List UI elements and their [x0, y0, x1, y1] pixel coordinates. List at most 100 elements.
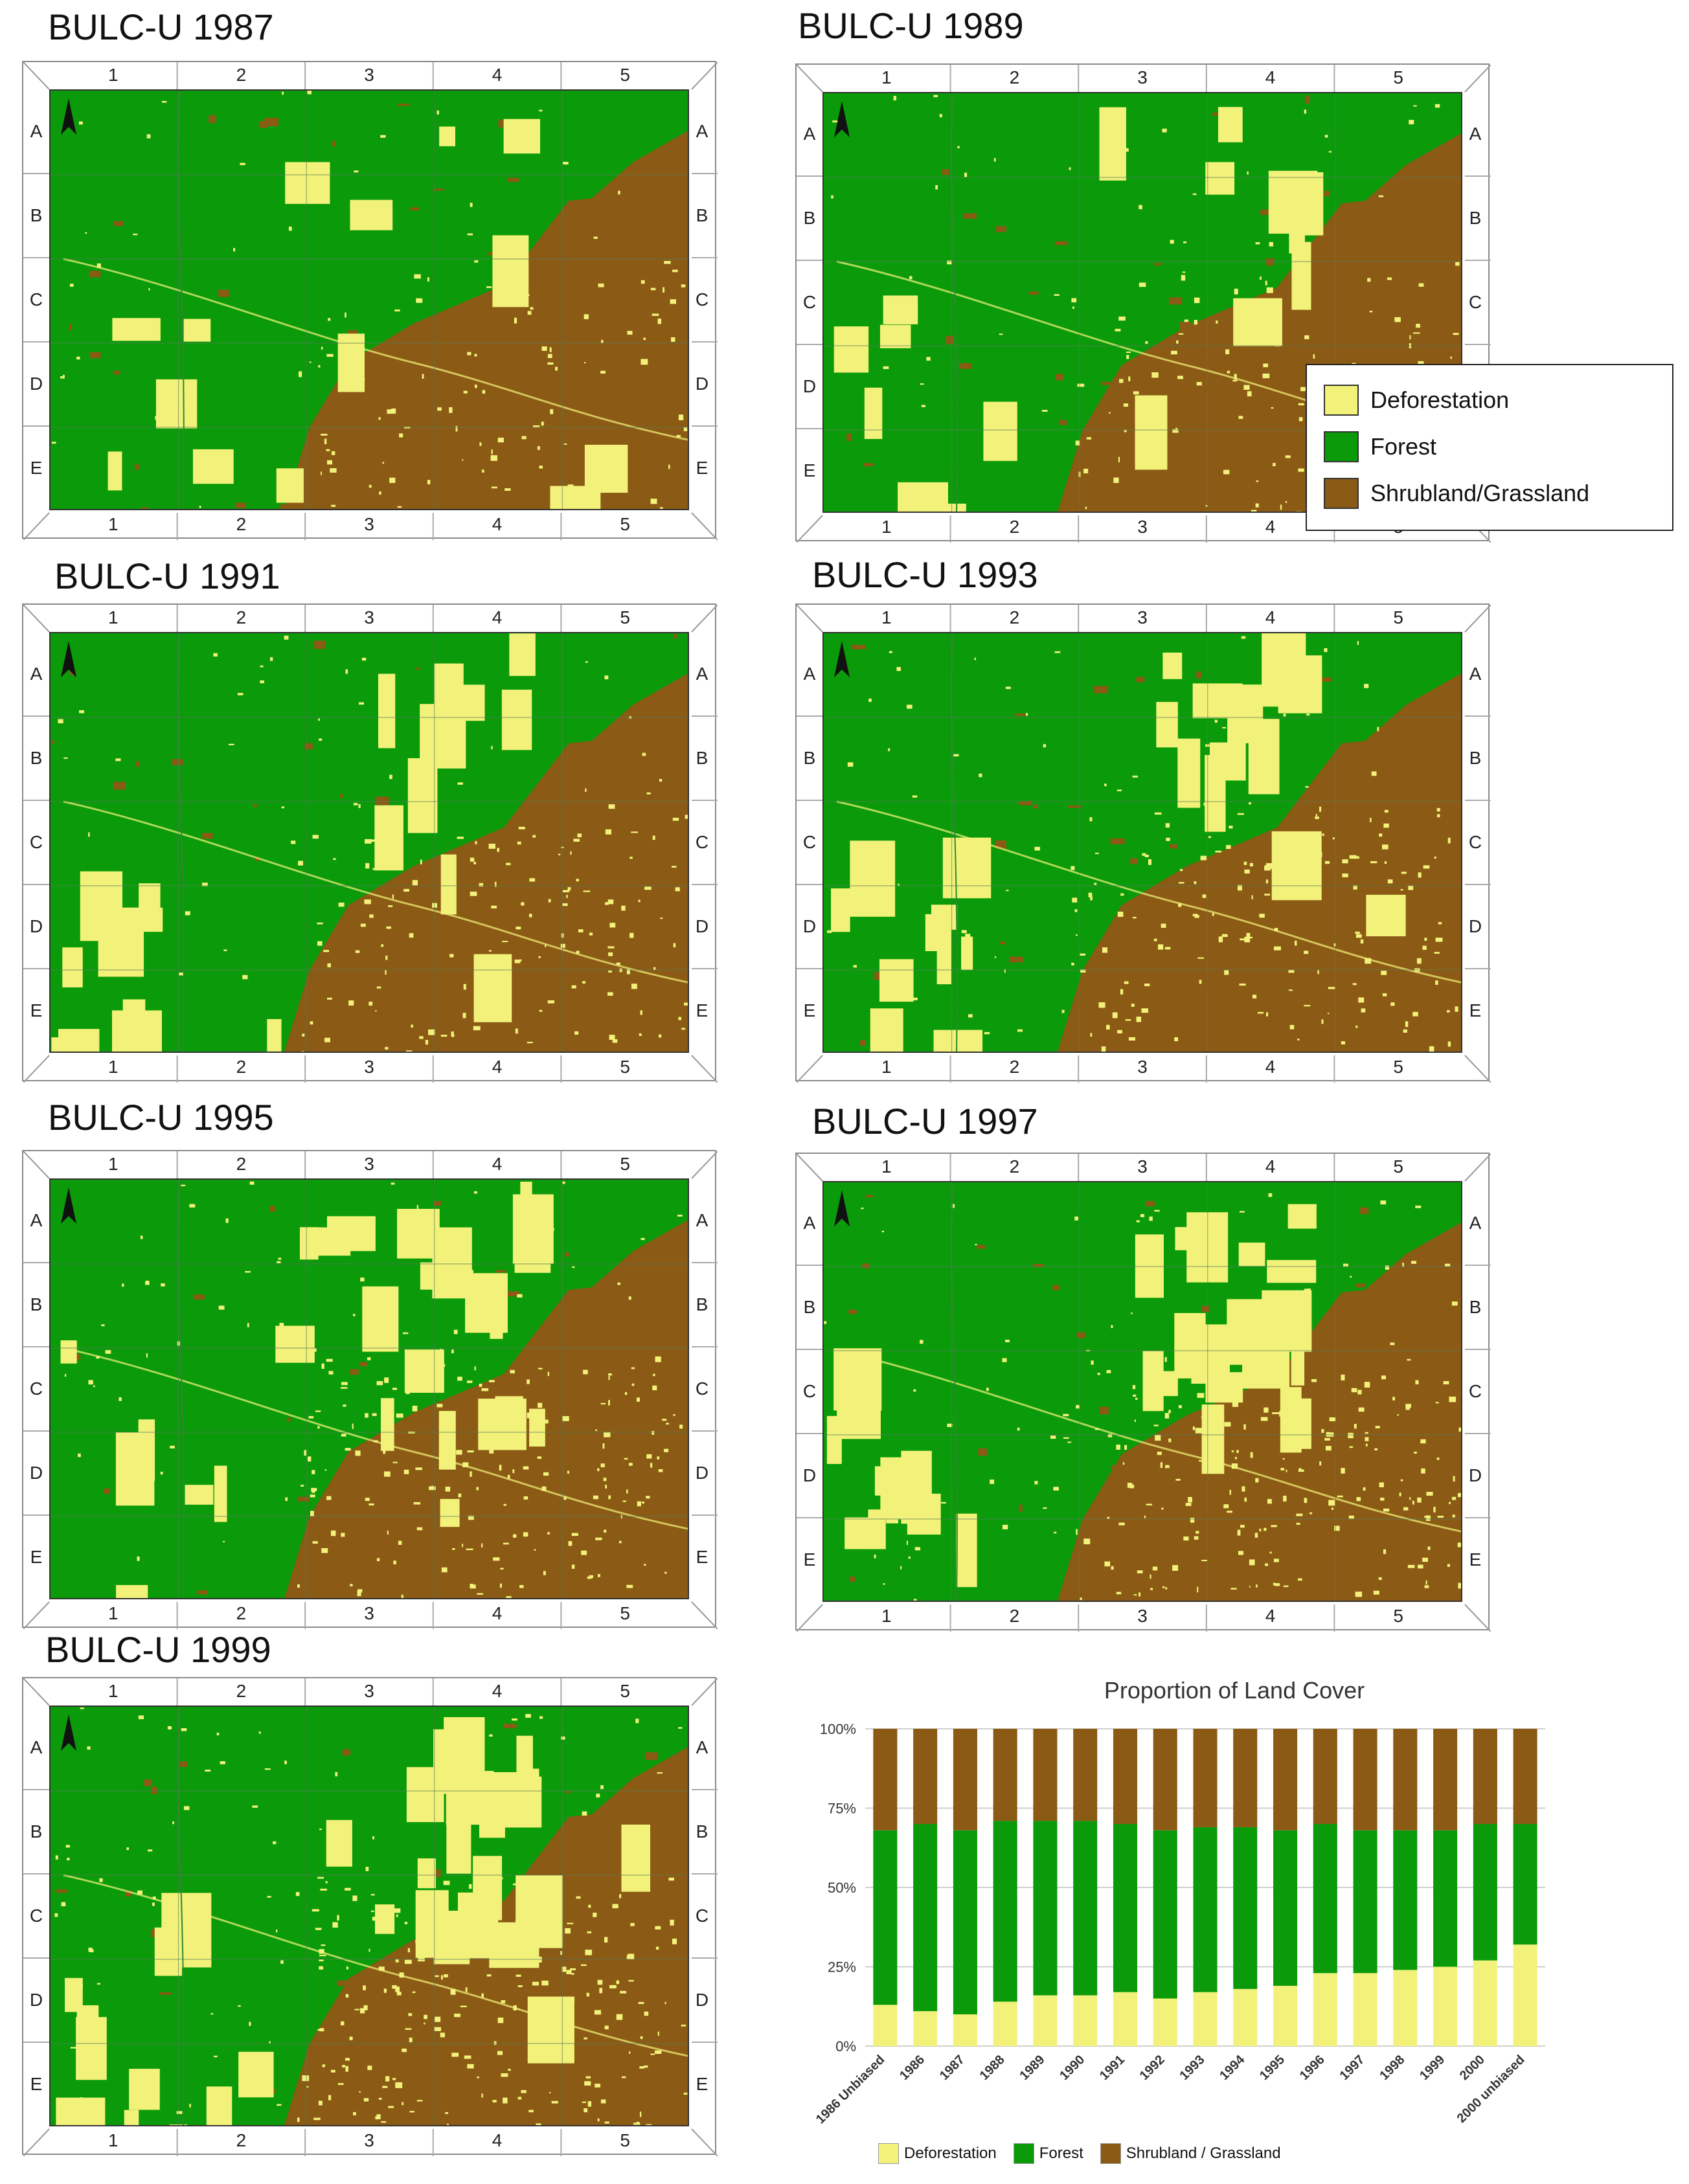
grid-column-label-top: 1 — [881, 1156, 892, 1176]
grid-row-label-right: B — [696, 1294, 708, 1314]
grid-row-label-left: D — [802, 1465, 817, 1485]
grid-column-label-bottom: 5 — [620, 1057, 630, 1077]
grid-row-label-right: A — [1469, 664, 1482, 684]
grid-row-label-right: D — [1468, 916, 1482, 936]
grid-row-label-right: B — [1469, 208, 1482, 228]
chart-bar-forest — [1113, 1824, 1137, 1992]
grid-row-label-left: B — [30, 205, 43, 225]
chart-x-tick-label: 2000 — [1457, 2053, 1488, 2083]
chart-bar-deforestation — [1393, 1970, 1418, 2046]
chart-bar-shrubland — [953, 1729, 977, 1830]
grid-row-label-right: C — [1468, 832, 1482, 852]
map-panel-1993: 1 1 2 2 3 3 4 4 5 5 A A B B C C D D E E — [795, 603, 1491, 1083]
panel-title-1997: BULC-U 1997 — [812, 1101, 1038, 1142]
chart-bar-shrubland — [913, 1729, 938, 1824]
grid-row-label-right: D — [695, 374, 709, 394]
land-cover-map — [822, 92, 1462, 513]
grid-row-label-right: B — [696, 748, 708, 768]
grid-column-label-bottom: 1 — [108, 1057, 119, 1077]
chart-svg: 0% 25% 50% 75% 100% 1986 Unbiased 1986 1987 1988… — [813, 1721, 1545, 2127]
grid-row-label-left: B — [30, 1821, 43, 1841]
grid-row-label-left: A — [803, 1213, 816, 1233]
chart-bar-deforestation — [1073, 1995, 1098, 2046]
grid-column-label-bottom: 4 — [1265, 517, 1276, 537]
chart-bar-shrubland — [1393, 1729, 1418, 1830]
grid-column-label-bottom: 2 — [236, 1603, 247, 1623]
grid-column-label-bottom: 3 — [1137, 1057, 1148, 1077]
grid-column-label-top: 5 — [1393, 1156, 1403, 1176]
chart-bar-forest — [873, 1830, 898, 2005]
chart-bar-deforestation — [1193, 1992, 1218, 2046]
grid-row-label-left: A — [30, 121, 43, 141]
panel-title-1991: BULC-U 1991 — [54, 556, 280, 596]
chart-legend-label: Shrubland / Grassland — [1126, 2145, 1281, 2162]
grid-row-label-right: B — [696, 205, 708, 225]
north-arrow-icon — [61, 1188, 76, 1224]
chart-bar-shrubland — [1153, 1729, 1177, 1830]
grid-column-label-top: 5 — [620, 1681, 630, 1701]
grid-row-label-left: D — [802, 376, 817, 396]
grid-column-label-bottom: 2 — [1009, 1606, 1020, 1626]
chart-bar-forest — [1153, 1830, 1177, 1999]
grid-column-label-top: 3 — [364, 607, 374, 627]
grid-row-label-left: C — [802, 832, 817, 852]
grid-column-label-top: 4 — [492, 607, 503, 627]
chart-bar-forest — [1313, 1824, 1337, 1974]
grid-row-label-left: B — [30, 1294, 43, 1314]
grid-row-label-right: A — [1469, 124, 1482, 144]
chart-bar-deforestation — [1473, 1960, 1497, 2046]
grid-column-label-bottom: 1 — [108, 514, 119, 534]
chart-bar-forest — [1353, 1830, 1377, 1974]
chart-bar-deforestation — [993, 2001, 1017, 2046]
chart-bar-shrubland — [1233, 1729, 1258, 1827]
grid-column-label-top: 3 — [1137, 1156, 1148, 1176]
grid-row-label-left: A — [30, 1210, 43, 1230]
chart-bar-forest — [913, 1824, 938, 2012]
grid-row-label-right: E — [696, 2074, 708, 2094]
grid-row-label-left: D — [29, 916, 43, 936]
chart-x-tick-label: 1992 — [1137, 2053, 1168, 2083]
grid-row-label-left: A — [803, 124, 816, 144]
grid-row-label-right: B — [1469, 1297, 1482, 1317]
chart-bar-forest — [1073, 1821, 1098, 1996]
chart-x-tick-label: 1991 — [1097, 2053, 1128, 2083]
land-cover-map — [822, 1181, 1462, 1602]
grid-column-label-top: 3 — [364, 1154, 374, 1174]
grid-row-label-left: B — [30, 748, 43, 768]
grid-column-label-top: 5 — [620, 607, 630, 627]
grid-column-label-top: 2 — [236, 1154, 247, 1174]
grid-column-label-top: 4 — [1265, 67, 1276, 87]
grid-column-label-bottom: 4 — [492, 514, 503, 534]
chart-y-tick-label: 25% — [828, 1959, 856, 1976]
grid-row-label-right: E — [1469, 1000, 1482, 1020]
chart-bar-deforestation — [1113, 1992, 1137, 2046]
grid-row-label-right: C — [695, 289, 709, 310]
chart-x-tick-label: 1990 — [1057, 2053, 1087, 2083]
grid-row-label-left: A — [803, 664, 816, 684]
chart-bar-forest — [1473, 1824, 1497, 1961]
chart-y-tick-label: 100% — [820, 1721, 856, 1737]
grid-row-label-left: B — [803, 1297, 816, 1317]
legend-item-shrubland: Shrubland/Grassland — [1324, 475, 1589, 512]
chart-bar-deforestation — [1033, 1995, 1058, 2046]
grid-column-label-bottom: 1 — [881, 1057, 892, 1077]
chart-bar-forest — [1193, 1827, 1218, 1992]
grid-row-label-right: E — [696, 458, 708, 478]
grid-column-label-bottom: 3 — [364, 514, 374, 534]
north-arrow-icon — [61, 1715, 76, 1751]
grid-row-label-left: A — [30, 664, 43, 684]
chart-legend: Deforestation Forest Shrubland / Grassla… — [878, 2143, 1298, 2164]
grid-column-label-top: 1 — [108, 607, 119, 627]
grid-row-label-right: C — [695, 1379, 709, 1399]
grid-column-label-top: 4 — [492, 65, 503, 85]
grid-row-label-right: A — [696, 664, 708, 684]
grid-column-label-bottom: 3 — [364, 1057, 374, 1077]
chart-bar-forest — [1233, 1827, 1258, 1989]
chart-x-tick-label: 1993 — [1177, 2053, 1208, 2083]
chart-bar-shrubland — [1433, 1729, 1458, 1830]
grid-column-label-top: 3 — [1137, 67, 1148, 87]
grid-row-label-right: D — [695, 1990, 709, 2010]
grid-row-label-left: E — [30, 458, 43, 478]
grid-row-label-right: B — [1469, 748, 1482, 768]
land-cover-chart: Proportion of Land Cover 0% 25% 50% 75% 100%… — [788, 1677, 1681, 2182]
